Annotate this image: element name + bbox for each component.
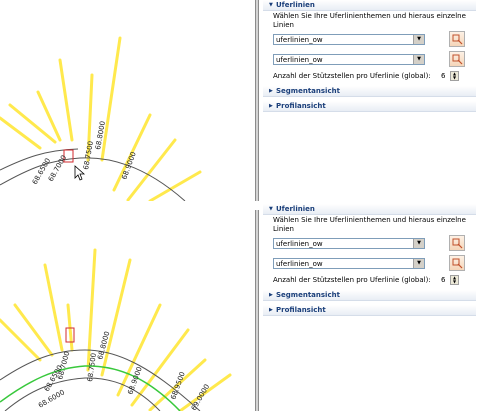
- combo-value: uferlinien_ow: [276, 240, 323, 248]
- segmentansicht-section-title: Segmentansicht: [276, 291, 340, 299]
- profilansicht-section-header[interactable]: ▶ Profilansicht: [263, 101, 476, 112]
- select-on-map-button[interactable]: [449, 255, 465, 271]
- chevron-down-icon[interactable]: ▼: [413, 259, 424, 268]
- collapsed-triangle-icon: ▶: [269, 292, 273, 298]
- uferlinien-section-title: Uferlinien: [276, 1, 315, 9]
- uferlinien-theme-combobox[interactable]: uferlinien_ow ▼: [273, 34, 425, 45]
- map-label: 68.6000: [37, 388, 66, 409]
- splitter-top[interactable]: [252, 0, 261, 201]
- map-label: 68.7500: [82, 140, 95, 170]
- chevron-down-icon[interactable]: ▼: [413, 55, 424, 64]
- expanded-triangle-icon: ▼: [269, 2, 273, 8]
- segmentansicht-section-header[interactable]: ▶ Segmentansicht: [263, 290, 476, 301]
- map-view-bottom[interactable]: 68.6000 68.6500 68.7000 68.7500 68.8000 …: [0, 210, 252, 411]
- combo-value: uferlinien_ow: [276, 260, 323, 268]
- collapsed-triangle-icon: ▶: [269, 307, 273, 313]
- map-select-icon: [452, 258, 463, 269]
- expanded-triangle-icon: ▼: [269, 206, 273, 212]
- chevron-down-icon[interactable]: ▼: [413, 35, 424, 44]
- stuetzstellen-count-value[interactable]: 6: [441, 72, 446, 80]
- map-label: 68.7500: [86, 352, 98, 382]
- map-view-top[interactable]: 68.6500 68.7000 68.7500 68.8000 68.9000: [0, 0, 252, 201]
- stuetzstellen-count-label: Anzahl der Stützstellen pro Uferlinie (g…: [273, 276, 431, 284]
- uferlinien-section-header[interactable]: ▼ Uferlinien: [263, 0, 476, 11]
- collapsed-triangle-icon: ▶: [269, 88, 273, 94]
- segmentansicht-section-header[interactable]: ▶ Segmentansicht: [263, 86, 476, 97]
- profilansicht-section-header[interactable]: ▶ Profilansicht: [263, 305, 476, 316]
- map-select-icon: [452, 54, 463, 65]
- uferlinien-section-header[interactable]: ▼ Uferlinien: [263, 204, 476, 215]
- select-on-map-button[interactable]: [449, 31, 465, 47]
- select-on-map-button[interactable]: [449, 51, 465, 67]
- select-on-map-button[interactable]: [449, 235, 465, 251]
- collapsed-triangle-icon: ▶: [269, 103, 273, 109]
- profilansicht-section-title: Profilansicht: [276, 102, 326, 110]
- map-select-icon: [452, 238, 463, 249]
- side-panel-bottom: ▼ Uferlinien Wählen Sie Ihre Uferlinienth…: [261, 204, 480, 405]
- combo-value: uferlinien_ow: [276, 56, 323, 64]
- chevron-down-icon[interactable]: ▼: [413, 239, 424, 248]
- stuetzstellen-count-label: Anzahl der Stützstellen pro Uferlinie (g…: [273, 72, 431, 80]
- side-panel-top: ▼ Uferlinien Wählen Sie Ihre Uferlinienth…: [261, 0, 480, 201]
- map-label: 68.9500: [169, 371, 186, 401]
- uferlinien-section-title: Uferlinien: [276, 205, 315, 213]
- combo-value: uferlinien_ow: [276, 36, 323, 44]
- map-label: 68.7000: [47, 154, 68, 183]
- map-select-icon: [452, 34, 463, 45]
- count-spinner[interactable]: ▲ ▼: [450, 275, 459, 285]
- profilansicht-section-title: Profilansicht: [276, 306, 326, 314]
- map-label: 68.6500: [31, 157, 52, 186]
- splitter-bottom[interactable]: [252, 210, 261, 411]
- map-label: 68.9000: [120, 151, 137, 181]
- map-label: 69.0000: [190, 383, 211, 411]
- count-spinner[interactable]: ▲ ▼: [450, 71, 459, 81]
- stuetzstellen-count-value[interactable]: 6: [441, 276, 446, 284]
- uferlinie-line-combobox[interactable]: uferlinien_ow ▼: [273, 258, 425, 269]
- uferlinien-theme-combobox[interactable]: uferlinien_ow ▼: [273, 238, 425, 249]
- segmentansicht-section-title: Segmentansicht: [276, 87, 340, 95]
- uferlinien-description: Wählen Sie Ihre Uferlinienthemen und hie…: [273, 12, 466, 29]
- uferlinie-line-combobox[interactable]: uferlinien_ow ▼: [273, 54, 425, 65]
- uferlinien-description: Wählen Sie Ihre Uferlinienthemen und hie…: [273, 216, 466, 233]
